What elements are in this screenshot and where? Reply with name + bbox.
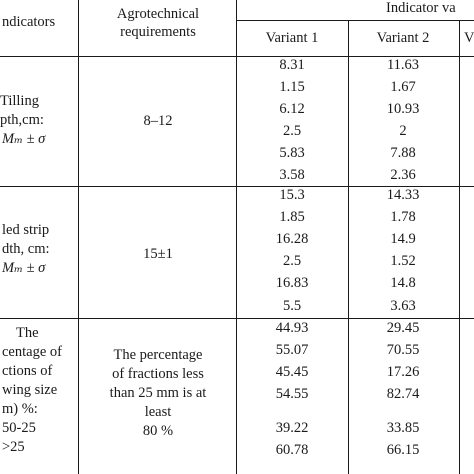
row2-v2-4: 14.8 — [390, 275, 416, 291]
row2-v1-0: 15.3 — [279, 187, 305, 203]
row3-v2-5: 66.15 — [386, 442, 420, 458]
row3-label-line5: m) %: — [2, 401, 38, 417]
rule-v-variant1 — [348, 20, 349, 474]
header-indicators: ndicators — [2, 14, 56, 30]
row3-v1-4: 39.22 — [275, 420, 309, 436]
header-indicator-values: Indicator va — [386, 0, 456, 16]
row3-label-line4: wing size — [2, 382, 58, 398]
row1-v2-0: 11.63 — [386, 57, 420, 73]
row2-label-line1: led strip — [2, 222, 50, 238]
row1-v1-1: 1.15 — [279, 79, 305, 95]
row1-requirement: 8–12 — [143, 113, 173, 129]
row1-v2-5: 2.36 — [390, 167, 416, 183]
row2-v1-3: 2.5 — [282, 253, 302, 269]
row1-v2-4: 7.88 — [390, 145, 416, 161]
row2-label-line3: Mₘ ± σ — [2, 260, 46, 276]
row3-v1-0: 44.93 — [275, 320, 309, 336]
row3-v2-2: 17.26 — [386, 364, 420, 380]
row3-requirement-line1: The percentage — [113, 347, 203, 363]
row1-label-line3: Mₘ ± σ — [2, 131, 46, 147]
row1-v2-2: 10.93 — [386, 101, 420, 117]
row3-v1-1: 55.07 — [275, 342, 309, 358]
header-variant2: Variant 2 — [376, 30, 430, 46]
row3-v1-2: 45.45 — [275, 364, 309, 380]
row2-v2-0: 14.33 — [386, 187, 420, 203]
row1-v1-2: 6.12 — [279, 101, 305, 117]
row3-requirement-line2: of fractions less — [112, 366, 204, 382]
row2-v2-3: 1.52 — [390, 253, 416, 269]
header-agro-line2: requirements — [120, 24, 196, 40]
row1-label-line2: pth,cm: — [0, 112, 44, 128]
row2-label-line2: dth, cm: — [2, 241, 50, 257]
row2-v1-1: 1.85 — [279, 209, 305, 225]
row1-v1-3: 2.5 — [282, 123, 302, 139]
rule-row1-bottom — [0, 186, 474, 187]
row2-v2-1: 1.78 — [390, 209, 416, 225]
row1-label-line1: Tilling — [0, 93, 39, 109]
row3-requirement-line4: least — [144, 404, 172, 420]
row1-v1-4: 5.83 — [279, 145, 305, 161]
row3-v2-0: 29.45 — [386, 320, 420, 336]
row3-v2-4: 33.85 — [386, 420, 420, 436]
row3-v1-3: 54.55 — [275, 386, 309, 402]
rule-v-agro — [236, 0, 237, 474]
row3-v1-5: 60.78 — [275, 442, 309, 458]
header-agro-line1: Agrotechnical — [116, 6, 200, 22]
row3-label-line6: 50-25 — [2, 420, 36, 436]
row2-v2-2: 14.9 — [390, 231, 416, 247]
rule-v-indicators — [78, 0, 79, 474]
rule-top-values — [236, 20, 474, 21]
row3-requirement-line3: than 25 mm is at — [109, 385, 207, 401]
row3-label-line7: >25 — [2, 439, 25, 455]
row3-label-line3: ctions of — [2, 363, 53, 379]
row1-v1-0: 8.31 — [279, 57, 305, 73]
row3-v2-1: 70.55 — [386, 342, 420, 358]
rule-row2-bottom — [0, 318, 474, 319]
row2-requirement: 15±1 — [143, 246, 173, 262]
row3-label-line1: The — [16, 325, 39, 341]
row1-v2-3: 2 — [399, 123, 407, 139]
row1-v1-5: 3.58 — [279, 167, 305, 183]
row2-v1-2: 16.28 — [275, 231, 309, 247]
row3-label-line2: centage of — [2, 344, 62, 360]
row1-v2-1: 1.67 — [390, 79, 416, 95]
header-variant3-partial: V — [464, 30, 474, 46]
row3-requirement-line5: 80 % — [142, 423, 174, 439]
row2-v2-5: 3.63 — [390, 298, 416, 314]
row2-v1-4: 16.83 — [275, 275, 309, 291]
rule-header-bottom — [0, 56, 474, 57]
row3-v2-3: 82.74 — [386, 386, 420, 402]
header-variant1: Variant 1 — [265, 30, 319, 46]
rule-v-variant2 — [459, 20, 460, 474]
row2-v1-5: 5.5 — [282, 298, 302, 314]
